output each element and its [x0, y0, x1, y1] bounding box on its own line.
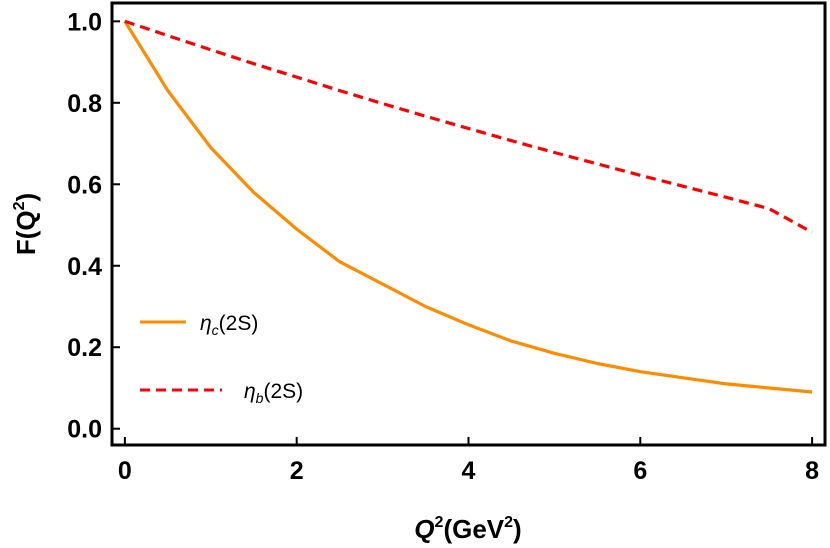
legend-etac-symbol: η [200, 312, 212, 335]
y-tick-label: 0.4 [67, 253, 102, 281]
legend-etac-sub: c [212, 322, 219, 338]
y-axis-ticks: 0.0 0.2 0.4 0.6 0.8 1.0 [67, 8, 120, 444]
legend-etab-symbol: η [244, 380, 256, 403]
series-line-etac-2s [123, 20, 813, 394]
x-tick-label: 6 [633, 457, 647, 485]
plot-frame [110, 1, 827, 447]
y-tick-label: 0.0 [67, 416, 102, 444]
legend-etab-rest: (2S) [263, 380, 303, 403]
y-tick-label: 0.6 [67, 171, 102, 199]
x-axis-title-close: ) [513, 514, 522, 544]
legend-label-etab: ηb(2S) [244, 380, 303, 406]
x-axis-title: Q2(GeV2) [414, 514, 521, 544]
y-axis-title: F(Q2) [11, 193, 41, 255]
x-tick-label: 4 [462, 457, 476, 485]
legend-label-etac: ηc(2S) [200, 312, 258, 338]
y-axis-title-open: F(Q [11, 210, 41, 255]
x-axis-title-base: Q [414, 514, 434, 544]
y-tick-label: 1.0 [67, 8, 102, 36]
x-axis-title-unit-sup: 2 [504, 514, 513, 531]
y-axis-title-close: ) [11, 193, 41, 202]
series-line-etab-2s [124, 19, 813, 234]
legend: ηc(2S) ηb(2S) [140, 312, 303, 406]
y-axis-title-sup: 2 [11, 201, 28, 210]
legend-etac-rest: (2S) [219, 312, 259, 335]
y-tick-label: 0.8 [67, 90, 102, 118]
x-tick-label: 8 [805, 457, 819, 485]
x-axis-title-sup: 2 [435, 514, 444, 531]
x-axis-ticks: 0 2 4 6 8 [118, 437, 819, 485]
series-layer [123, 19, 813, 394]
y-tick-label: 0.2 [67, 334, 102, 362]
x-tick-label: 2 [290, 457, 304, 485]
x-tick-label: 0 [118, 457, 132, 485]
legend-etab-sub: b [256, 390, 264, 406]
x-axis-title-unit: (GeV [443, 514, 504, 544]
